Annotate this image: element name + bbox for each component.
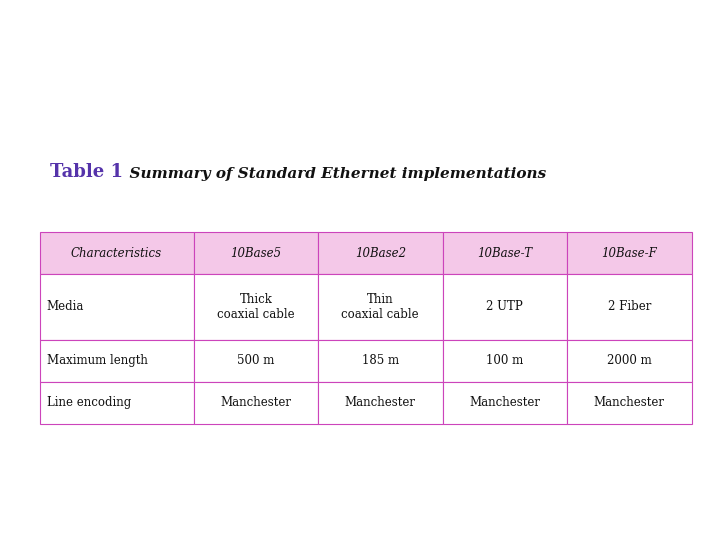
Text: Table 1: Table 1 [50, 163, 123, 181]
Bar [40, 382, 194, 424]
Bar [318, 382, 443, 424]
Bar [443, 274, 567, 340]
Text: Thick
coaxial cable: Thick coaxial cable [217, 293, 294, 321]
Bar [194, 382, 318, 424]
Text: Manchester: Manchester [345, 396, 416, 409]
Bar [194, 340, 318, 382]
Text: Manchester: Manchester [220, 396, 292, 409]
Text: Thin
coaxial cable: Thin coaxial cable [341, 293, 419, 321]
Text: Maximum length: Maximum length [47, 354, 148, 367]
Text: Manchester: Manchester [469, 396, 540, 409]
Bar [40, 340, 194, 382]
Bar [567, 274, 691, 340]
Bar [194, 232, 318, 274]
Text: Line encoding: Line encoding [47, 396, 131, 409]
Text: 100 m: 100 m [486, 354, 523, 367]
Bar [318, 274, 443, 340]
Bar [40, 274, 194, 340]
Text: 185 m: 185 m [361, 354, 399, 367]
Text: 10Base-T: 10Base-T [477, 247, 532, 260]
Text: Media: Media [47, 300, 84, 314]
Bar [567, 340, 691, 382]
Bar [443, 232, 567, 274]
Text: Manchester: Manchester [594, 396, 665, 409]
Text: 10Base5: 10Base5 [230, 247, 282, 260]
Bar [443, 340, 567, 382]
Text: 2 Fiber: 2 Fiber [608, 300, 651, 314]
Bar [194, 274, 318, 340]
Bar [443, 382, 567, 424]
Bar [318, 232, 443, 274]
Bar [567, 232, 691, 274]
Text: Summary of Standard Ethernet implementations: Summary of Standard Ethernet implementat… [119, 167, 546, 181]
Text: 10Base2: 10Base2 [355, 247, 406, 260]
Text: 10Base-F: 10Base-F [601, 247, 657, 260]
Bar [567, 382, 691, 424]
Text: 2000 m: 2000 m [607, 354, 652, 367]
Text: 500 m: 500 m [237, 354, 274, 367]
Bar [40, 232, 194, 274]
Text: Characteristics: Characteristics [71, 247, 162, 260]
Text: 2 UTP: 2 UTP [487, 300, 523, 314]
Bar [318, 340, 443, 382]
